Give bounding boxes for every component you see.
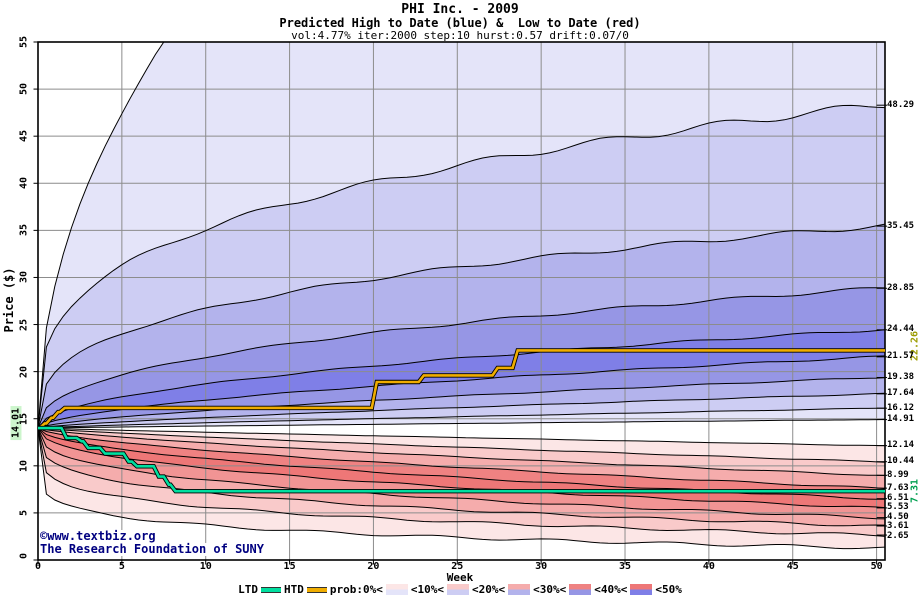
right-axis-value-label: 4.50 <box>887 511 909 522</box>
right-axis-value-label: 17.64 <box>887 388 915 399</box>
legend-ltd-label: LTD <box>238 583 258 596</box>
legend-prob-label: <10%< <box>410 583 444 596</box>
legend-htd-label: HTD <box>284 583 304 596</box>
x-tick-label: 15 <box>283 561 296 572</box>
x-tick-label: 10 <box>199 561 212 572</box>
right-axis-value-label: 8.99 <box>887 469 909 480</box>
chart-title: PHI Inc. - 2009 <box>401 2 519 17</box>
right-axis-value-label: 12.14 <box>887 440 915 451</box>
y-tick-label: 45 <box>18 130 30 143</box>
right-axis-value-label: 16.12 <box>887 402 915 413</box>
x-tick-label: 45 <box>786 561 799 572</box>
probability-band-swatch <box>569 584 592 595</box>
right-axis-value-label: 19.38 <box>887 371 915 382</box>
y-tick-label: 55 <box>18 35 30 49</box>
x-tick-label: 25 <box>451 561 464 572</box>
right-axis-value-label: 21.57 <box>887 351 915 362</box>
right-axis-value-label: 35.45 <box>887 220 915 231</box>
right-axis-value-label: 48.29 <box>887 99 915 110</box>
watermark-org: The Research Foundation of SUNY <box>40 542 264 556</box>
y-tick-label: 5 <box>18 509 30 516</box>
x-tick-label: 35 <box>618 561 632 572</box>
probability-band-swatch <box>508 584 531 595</box>
watermark-url: ©www.textbiz.org <box>40 529 156 543</box>
y-tick-label: 30 <box>18 271 30 284</box>
legend-prob-label: <30%< <box>533 583 567 596</box>
legend-prob-label: prob:0%< <box>329 583 383 596</box>
y-axis-label: Price ($) <box>2 267 16 333</box>
right-axis-value-label: 6.51 <box>887 492 909 503</box>
right-axis-value-label: 28.85 <box>887 282 915 293</box>
x-tick-label: 40 <box>702 561 715 572</box>
y-tick-label: 0 <box>18 552 30 560</box>
x-tick-label: 30 <box>535 561 548 572</box>
legend-prob-label: <50% <box>655 583 682 596</box>
chart-parameters: vol:4.77% iter:2000 step:10 hurst:0.57 d… <box>291 29 629 42</box>
right-axis-value-label: 14.91 <box>887 414 915 425</box>
probability-band-swatch <box>385 584 408 595</box>
right-axis-value-label: 2.65 <box>887 530 909 541</box>
right-axis-value-label: 24.44 <box>887 324 915 335</box>
htd-line-swatch <box>306 586 327 593</box>
right-axis-value-label: 5.53 <box>887 502 909 512</box>
x-tick-label: 50 <box>870 561 883 572</box>
y-tick-label: 50 <box>18 83 30 96</box>
x-tick-label: 0 <box>34 561 42 572</box>
x-tick-label: 20 <box>367 561 380 572</box>
x-axis-label: Week <box>446 571 474 584</box>
y-tick-label: 35 <box>18 224 30 237</box>
x-tick-label: 5 <box>118 561 125 572</box>
ltd-line-swatch <box>261 586 281 593</box>
y-tick-label: 40 <box>18 177 30 190</box>
right-axis-value-label: 3.61 <box>887 521 909 531</box>
y-tick-label: 20 <box>18 365 30 378</box>
right-axis-value-label: 7.63 <box>887 482 909 493</box>
y-tick-label: 25 <box>18 318 30 331</box>
chart-subtitle: Predicted High to Date (blue) & Low to D… <box>279 16 641 30</box>
legend: LTD HTD prob:0%< <10%< <20%< <30%< <40%< <50% <box>0 583 920 596</box>
probability-band-swatch <box>446 584 469 595</box>
legend-prob-label: <40%< <box>594 583 628 596</box>
y-tick-label: 15 <box>18 412 30 425</box>
right-axis-value-label: 10.44 <box>887 456 915 467</box>
legend-prob-label: <20%< <box>471 583 506 596</box>
ltd-final-label: 7.31 <box>909 479 920 504</box>
probability-band-swatch <box>630 584 653 595</box>
y-tick-label: 10 <box>18 459 30 472</box>
